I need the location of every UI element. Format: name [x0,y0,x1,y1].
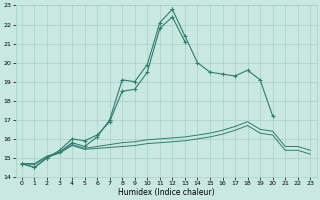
X-axis label: Humidex (Indice chaleur): Humidex (Indice chaleur) [118,188,214,197]
